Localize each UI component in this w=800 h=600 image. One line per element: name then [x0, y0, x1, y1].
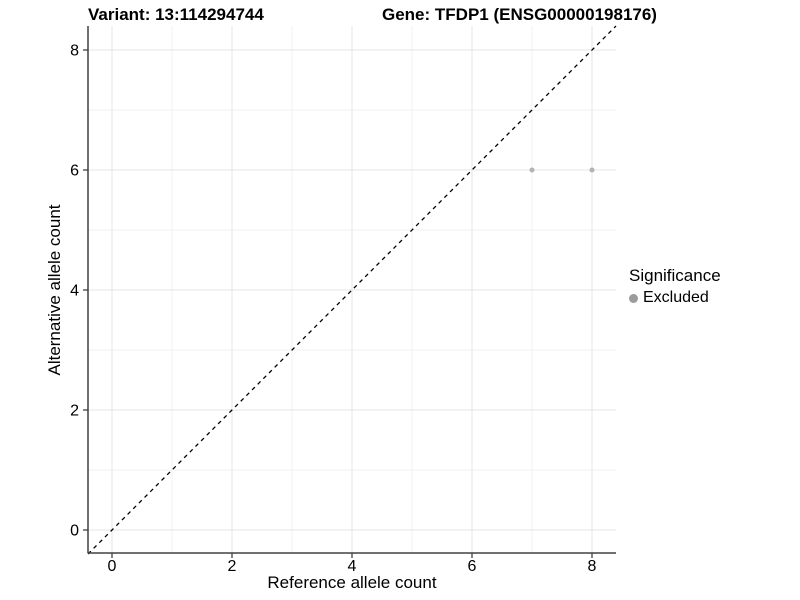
y-tick-label: 2	[70, 403, 79, 420]
y-tick-label: 8	[70, 43, 79, 60]
x-tick-label: 4	[348, 558, 357, 575]
legend-entry-label: Excluded	[643, 289, 709, 306]
legend-entry-excluded: Excluded	[629, 289, 721, 307]
variant-title: Variant: 13:114294744	[88, 5, 264, 24]
x-tick-label: 2	[228, 558, 237, 575]
legend-title: Significance	[629, 266, 721, 285]
gene-title: Gene: TFDP1 (ENSG00000198176)	[382, 5, 657, 24]
y-tick-label: 0	[70, 523, 79, 540]
x-tick-label: 0	[108, 558, 117, 575]
x-tick-label: 6	[468, 558, 477, 575]
data-point	[589, 167, 595, 173]
x-tick-label: 8	[588, 558, 597, 575]
legend-point-icon	[629, 293, 638, 303]
y-tick-label: 4	[70, 283, 79, 300]
data-point	[529, 167, 535, 173]
x-axis-title: Reference allele count	[267, 573, 437, 592]
legend: Significance Excluded	[629, 266, 721, 307]
y-tick-label: 6	[70, 163, 79, 180]
